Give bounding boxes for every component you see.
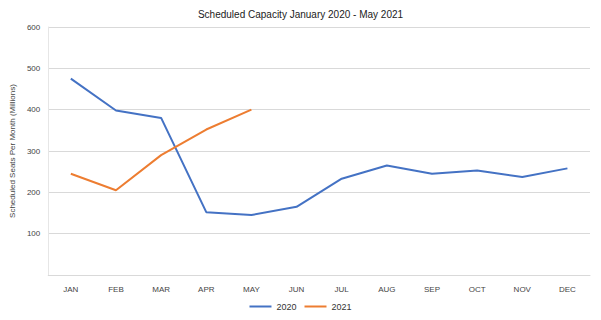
svg-text:600: 600 — [27, 23, 41, 32]
svg-text:100: 100 — [27, 229, 41, 238]
svg-text:JUL: JUL — [335, 285, 350, 294]
svg-text:NOV: NOV — [514, 285, 532, 294]
svg-text:APR: APR — [198, 285, 215, 294]
svg-text:MAR: MAR — [152, 285, 170, 294]
svg-text:200: 200 — [27, 188, 41, 197]
svg-text:OCT: OCT — [469, 285, 486, 294]
svg-text:2021: 2021 — [332, 302, 352, 312]
svg-text:AUG: AUG — [378, 285, 395, 294]
svg-text:JUN: JUN — [289, 285, 305, 294]
svg-text:DEC: DEC — [559, 285, 576, 294]
svg-text:MAY: MAY — [243, 285, 260, 294]
svg-text:FEB: FEB — [108, 285, 124, 294]
svg-text:400: 400 — [27, 105, 41, 114]
svg-text:JAN: JAN — [63, 285, 78, 294]
svg-text:Scheduled Capacity January 202: Scheduled Capacity January 2020 - May 20… — [198, 9, 404, 20]
svg-text:2020: 2020 — [276, 302, 296, 312]
svg-text:Scheduled Seats Per Month (Mil: Scheduled Seats Per Month (Millions) — [8, 84, 17, 218]
svg-text:500: 500 — [27, 64, 41, 73]
svg-text:300: 300 — [27, 147, 41, 156]
svg-text:SEP: SEP — [424, 285, 440, 294]
